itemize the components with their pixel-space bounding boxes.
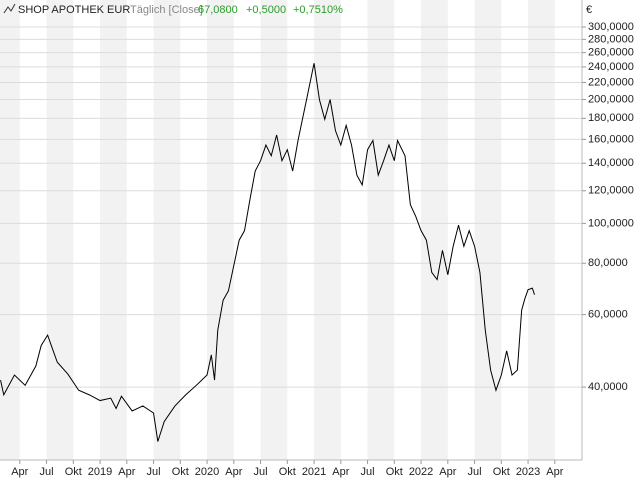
x-tick-label: Apr [439, 466, 456, 478]
price-line [0, 63, 535, 442]
x-band [46, 0, 74, 460]
x-band [314, 0, 341, 460]
x-tick-label: Jul [361, 466, 375, 478]
x-tick-label: 2019 [88, 466, 112, 478]
change: +0,5000 [246, 4, 286, 16]
y-tick-label: 140,0000 [588, 157, 634, 169]
x-band [260, 0, 288, 460]
y-tick-label: 120,0000 [588, 185, 634, 197]
y-tick-label: 160,0000 [588, 133, 634, 145]
x-band [367, 0, 395, 460]
x-band [100, 0, 127, 460]
x-tick-label: Okt [172, 466, 189, 478]
x-tick-label: Okt [493, 466, 510, 478]
x-band [474, 0, 502, 460]
chart-subtitle: Täglich [Close] [130, 4, 203, 16]
x-tick-label: Apr [332, 466, 349, 478]
y-tick-label: 80,0000 [588, 257, 628, 269]
x-tick-label: 2020 [195, 466, 219, 478]
y-tick-label: 200,0000 [588, 93, 634, 105]
y-unit: € [586, 4, 592, 16]
y-tick-label: 240,0000 [588, 61, 634, 73]
x-band [207, 0, 234, 460]
x-tick-label: Apr [11, 466, 28, 478]
x-tick-label: Apr [225, 466, 242, 478]
y-tick-label: 280,0000 [588, 33, 634, 45]
chart-title: SHOP APOTHEK EUR [18, 4, 130, 16]
chart-icon [3, 3, 16, 14]
y-tick-label: 180,0000 [588, 112, 634, 124]
x-tick-label: Okt [279, 466, 296, 478]
last-value: 67,0800 [198, 4, 238, 16]
x-tick-label: Apr [118, 466, 135, 478]
x-tick-label: 2021 [302, 466, 326, 478]
x-band [153, 0, 181, 460]
y-tick-label: 100,0000 [588, 217, 634, 229]
x-tick-label: Jul [254, 466, 268, 478]
y-tick-label: 300,0000 [588, 21, 634, 33]
x-tick-label: Okt [65, 466, 82, 478]
x-tick-label: 2022 [409, 466, 433, 478]
y-tick-label: 260,0000 [588, 47, 634, 59]
y-tick-label: 40,0000 [588, 381, 628, 393]
y-tick-label: 60,0000 [588, 309, 628, 321]
x-tick-label: 2023 [516, 466, 540, 478]
x-tick-label: Apr [546, 466, 563, 478]
x-tick-label: Okt [386, 466, 403, 478]
x-band [421, 0, 448, 460]
x-band [528, 0, 555, 460]
x-tick-label: Jul [468, 466, 482, 478]
x-tick-label: Jul [40, 466, 54, 478]
change-pct: +0,7510% [293, 4, 343, 16]
x-band [0, 0, 20, 460]
y-tick-label: 220,0000 [588, 76, 634, 88]
x-tick-label: Jul [147, 466, 161, 478]
